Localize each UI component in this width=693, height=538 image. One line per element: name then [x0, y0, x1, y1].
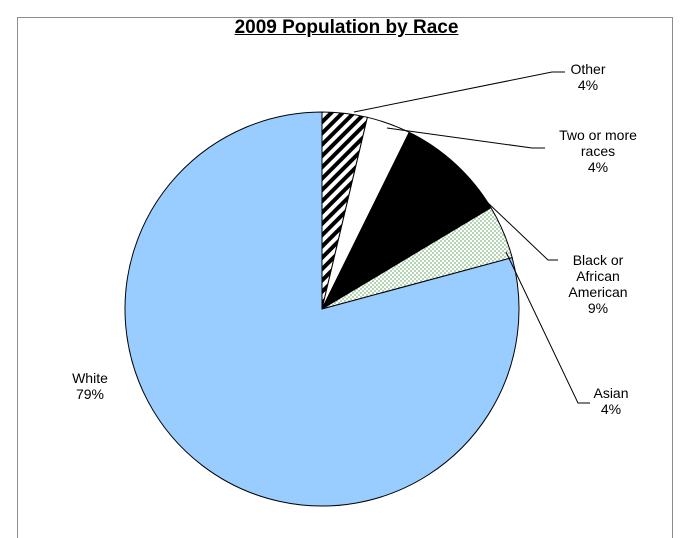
data-label: White 79%: [72, 370, 108, 402]
leader-line: [386, 127, 545, 149]
data-label: Asian 4%: [593, 385, 628, 417]
pie-chart: Other 4% Two or more races 4% Black or African…: [72, 61, 637, 507]
leader-line: [466, 182, 558, 261]
data-label: Two or more races 4%: [559, 127, 637, 175]
pie-slice-white: [124, 111, 520, 507]
data-label: Black or African American 9%: [568, 252, 627, 316]
data-label: Other 4%: [570, 61, 605, 93]
leader-line: [353, 71, 565, 113]
leader-line: [505, 251, 590, 404]
chart-title: 2009 Population by Race: [234, 17, 459, 38]
